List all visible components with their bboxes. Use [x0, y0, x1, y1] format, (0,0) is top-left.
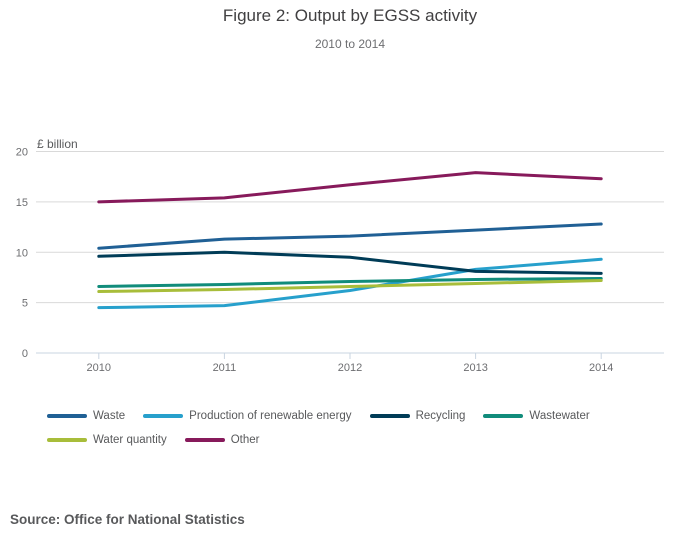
series-line-other [97, 171, 603, 204]
legend-item-water-quantity[interactable]: Water quantity [47, 434, 167, 446]
y-axis-title: £ billion [37, 137, 78, 151]
legend-swatch-recycling [369, 414, 410, 418]
source-note: Source: Office for National Statistics [10, 512, 245, 527]
legend-item-production-of-renewable-energy[interactable]: Production of renewable energy [143, 410, 352, 422]
legend-label: Water quantity [93, 434, 167, 446]
series-line-water-quantity [97, 278, 603, 294]
x-axis-tick-label: 2012 [338, 362, 362, 374]
line-chart-plot-area: 0 5 10 15 20 £ billion 2010 2011 2012 2013 2014 [16, 137, 664, 374]
legend-item-wastewater[interactable]: Wastewater [483, 410, 590, 422]
legend-swatch-water-quantity [47, 438, 87, 442]
legend-label: Recycling [415, 410, 466, 422]
legend-item-recycling[interactable]: Recycling [369, 410, 466, 422]
series-line-recycling [97, 250, 603, 275]
legend-swatch-wastewater [483, 414, 524, 418]
x-axis-tick-label: 2013 [463, 362, 487, 374]
legend-item-other[interactable]: Other [184, 434, 260, 446]
legend-label: Other [230, 434, 260, 446]
series-line-waste [97, 222, 603, 250]
y-axis-tick-label: 5 [22, 298, 28, 310]
legend-swatch-waste [47, 414, 87, 418]
chart-legend: Waste Production of renewable energy Recyc… [47, 410, 672, 446]
y-axis-tick-label: 10 [16, 247, 28, 259]
legend-item-waste[interactable]: Waste [47, 410, 125, 422]
series-line-wastewater [97, 276, 603, 289]
legend-swatch-other [184, 438, 225, 442]
chart-title: Figure 2: Output by EGSS activity [222, 6, 478, 25]
legend-label: Wastewater [529, 410, 590, 422]
series-line-production-of-renewable-energy [97, 257, 603, 310]
y-axis-tick-label: 20 [16, 147, 28, 159]
x-axis-tick-label: 2010 [87, 362, 111, 374]
legend-label: Production of renewable energy [189, 410, 352, 422]
chart-subtitle: 2010 to 2014 [314, 37, 386, 51]
legend-swatch-production-of-renewable-energy [143, 414, 184, 418]
x-axis-tick-label: 2011 [213, 362, 237, 374]
legend-label: Waste [93, 410, 126, 422]
x-axis-tick-label: 2014 [589, 362, 613, 374]
y-axis-tick-label: 15 [16, 197, 28, 209]
y-axis-tick-label: 0 [22, 348, 28, 360]
